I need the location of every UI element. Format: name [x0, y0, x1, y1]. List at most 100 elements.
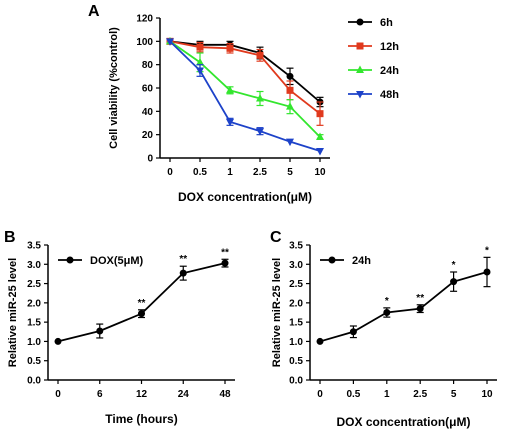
series-line — [169, 40, 321, 138]
data-point — [138, 310, 145, 318]
y-axis-label: Relative miR-25 level — [271, 258, 283, 367]
legend-marker — [328, 256, 336, 264]
legend-label: 12h — [380, 41, 399, 53]
y-axis-label: Cell viability (%control) — [108, 27, 120, 149]
legend-label: 24h — [352, 255, 371, 267]
x-tick-label: 1 — [384, 389, 390, 400]
data-point — [316, 148, 324, 156]
legend-label: 24h — [380, 65, 399, 77]
series-24h — [316, 256, 491, 345]
x-tick-label: 6 — [97, 389, 103, 400]
data-point — [166, 38, 174, 46]
y-tick-label: 1.0 — [27, 337, 41, 348]
panel-b: B 0.0 0.5 1.0 1.5 2.0 2.5 3.0 3.5 0 6 12 24 48 Time (h… — [4, 229, 235, 426]
x-tick-label: 2.5 — [253, 167, 267, 178]
data-point — [256, 51, 264, 59]
data-point — [316, 110, 324, 118]
series-line — [169, 40, 321, 103]
x-tick-label: 1 — [227, 167, 233, 178]
data-point — [226, 44, 234, 52]
y-tick-label: 1.5 — [289, 318, 303, 329]
y-tick-label: 40 — [142, 107, 154, 118]
data-point — [256, 94, 264, 102]
series-48h — [166, 38, 324, 156]
y-axis-label: Relative miR-25 level — [7, 258, 19, 367]
y-tick-label: 1.0 — [289, 337, 303, 348]
data-point — [349, 328, 357, 336]
x-tick-label: 0 — [317, 389, 323, 400]
y-tick-label: 60 — [142, 84, 154, 95]
y-tick-label: 80 — [142, 60, 154, 71]
data-point — [316, 337, 324, 345]
data-point — [256, 128, 264, 136]
y-tick-label: 2.5 — [289, 279, 303, 290]
legend-marker — [356, 91, 364, 99]
significance-mark: * — [485, 245, 489, 256]
y-tick-label: 0.0 — [289, 376, 303, 387]
data-point — [96, 327, 104, 335]
x-axis-label: DOX concentration(μM) — [178, 190, 312, 204]
x-tick-label: 10 — [481, 389, 493, 400]
x-tick-label: 48 — [219, 389, 231, 400]
legend-label: 48h — [380, 89, 399, 101]
y-tick-label: 3.5 — [289, 241, 303, 252]
y-tick-label: 3.5 — [27, 241, 41, 252]
y-tick-label: 20 — [142, 130, 154, 141]
x-axis-label: DOX concentration(μM) — [336, 415, 470, 429]
x-axis-label: Time (hours) — [105, 412, 177, 426]
series-line — [169, 40, 321, 115]
legend-label: 6h — [380, 17, 393, 29]
data-point — [286, 86, 294, 94]
x-tick-label: 2.5 — [413, 389, 427, 400]
legend-marker — [356, 65, 364, 73]
panel-c: C 0.0 0.5 1.0 1.5 2.0 2.5 3.0 3.5 0 0.5 1 2.5 5 10 DOX … — [270, 229, 497, 429]
y-tick-label: 0.5 — [289, 356, 303, 367]
panel-letter: C — [270, 229, 282, 246]
series-6h — [166, 37, 324, 108]
data-point — [416, 305, 424, 313]
y-tick-label: 0.0 — [27, 376, 41, 387]
significance-mark: * — [452, 260, 456, 271]
data-point — [483, 268, 491, 276]
x-tick-label: 0 — [55, 389, 61, 400]
significance-mark: * — [385, 296, 389, 307]
x-tick-label: 24 — [178, 389, 190, 400]
significance-mark: ** — [179, 254, 187, 265]
y-tick-label: 3.0 — [289, 260, 303, 271]
series-12h — [166, 37, 324, 126]
data-point — [226, 85, 234, 94]
y-tick-label: 2.5 — [27, 279, 41, 290]
panel-a: A 0 20 40 60 80 100 120 0 0.5 1 2.5 5 10 DOX concentra… — [88, 3, 399, 204]
data-point — [286, 102, 294, 110]
y-tick-label: 3.0 — [27, 260, 41, 271]
x-tick-label: 10 — [314, 167, 326, 178]
legend-marker — [66, 256, 74, 264]
data-point — [196, 57, 204, 66]
x-tick-label: 5 — [451, 389, 457, 400]
data-point — [286, 138, 294, 147]
legend-marker — [356, 42, 364, 50]
significance-mark: ** — [221, 247, 229, 258]
data-point — [450, 278, 458, 286]
data-point — [383, 309, 391, 316]
significance-mark: ** — [138, 298, 146, 309]
series-line — [319, 271, 488, 343]
y-tick-label: 120 — [136, 14, 153, 25]
data-point — [196, 43, 204, 51]
y-tick-label: 1.5 — [27, 318, 41, 329]
data-point — [316, 132, 324, 140]
y-tick-label: 0 — [147, 154, 153, 165]
significance-mark: ** — [416, 293, 424, 304]
x-tick-label: 0 — [167, 167, 173, 178]
y-tick-label: 2.0 — [289, 298, 303, 309]
data-point — [196, 67, 204, 75]
y-tick-label: 2.0 — [27, 298, 41, 309]
panel-letter: A — [88, 3, 100, 20]
data-point — [54, 337, 62, 345]
x-tick-label: 0.5 — [193, 167, 207, 178]
x-tick-label: 12 — [136, 389, 148, 400]
panel-letter: B — [4, 229, 16, 246]
y-tick-label: 0.5 — [27, 356, 41, 367]
series-dox5m — [54, 258, 229, 345]
